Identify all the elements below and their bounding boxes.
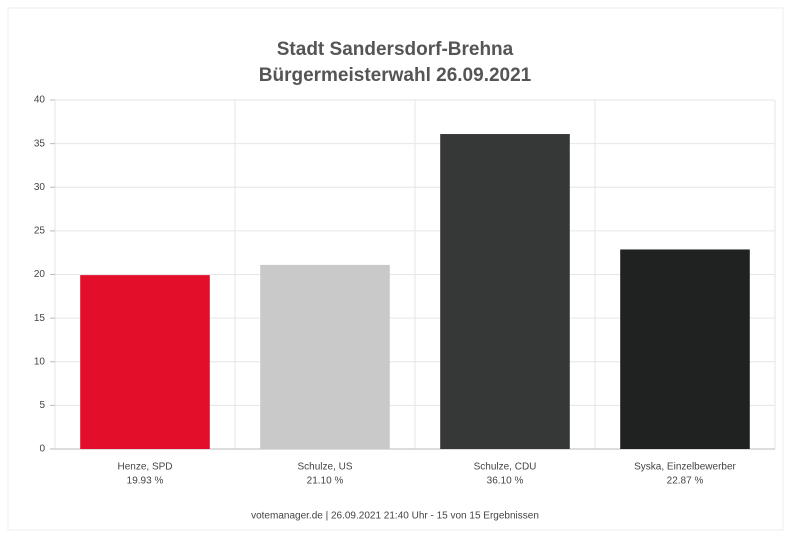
x-tick-label: Schulze, CDU [474, 462, 537, 473]
y-tick-label: 5 [39, 400, 45, 411]
y-tick-label: 0 [39, 444, 45, 455]
y-tick-label: 10 [34, 356, 46, 367]
value-label: 19.93 % [127, 476, 164, 487]
x-tick-label: Schulze, US [297, 462, 352, 473]
bar [260, 264, 390, 449]
y-tick-label: 40 [34, 95, 46, 106]
bar [620, 249, 750, 449]
bar [80, 275, 210, 449]
y-tick-label: 30 [34, 182, 46, 193]
value-label: 22.87 % [667, 476, 704, 487]
y-tick-label: 35 [34, 138, 46, 149]
value-label: 21.10 % [307, 476, 344, 487]
y-tick-label: 20 [34, 269, 46, 280]
bar [440, 134, 570, 449]
footer: votemanager.de | 26.09.2021 21:40 Uhr - … [251, 511, 539, 522]
y-tick-label: 15 [34, 313, 46, 324]
value-label: 36.10 % [487, 476, 524, 487]
chart-title: Stadt Sandersdorf-Brehna [277, 39, 514, 60]
x-tick-label: Henze, SPD [117, 462, 172, 473]
x-tick-label: Syska, Einzelbewerber [634, 462, 736, 473]
y-tick-label: 25 [34, 226, 46, 237]
chart-subtitle: Bürgermeisterwahl 26.09.2021 [259, 65, 532, 86]
